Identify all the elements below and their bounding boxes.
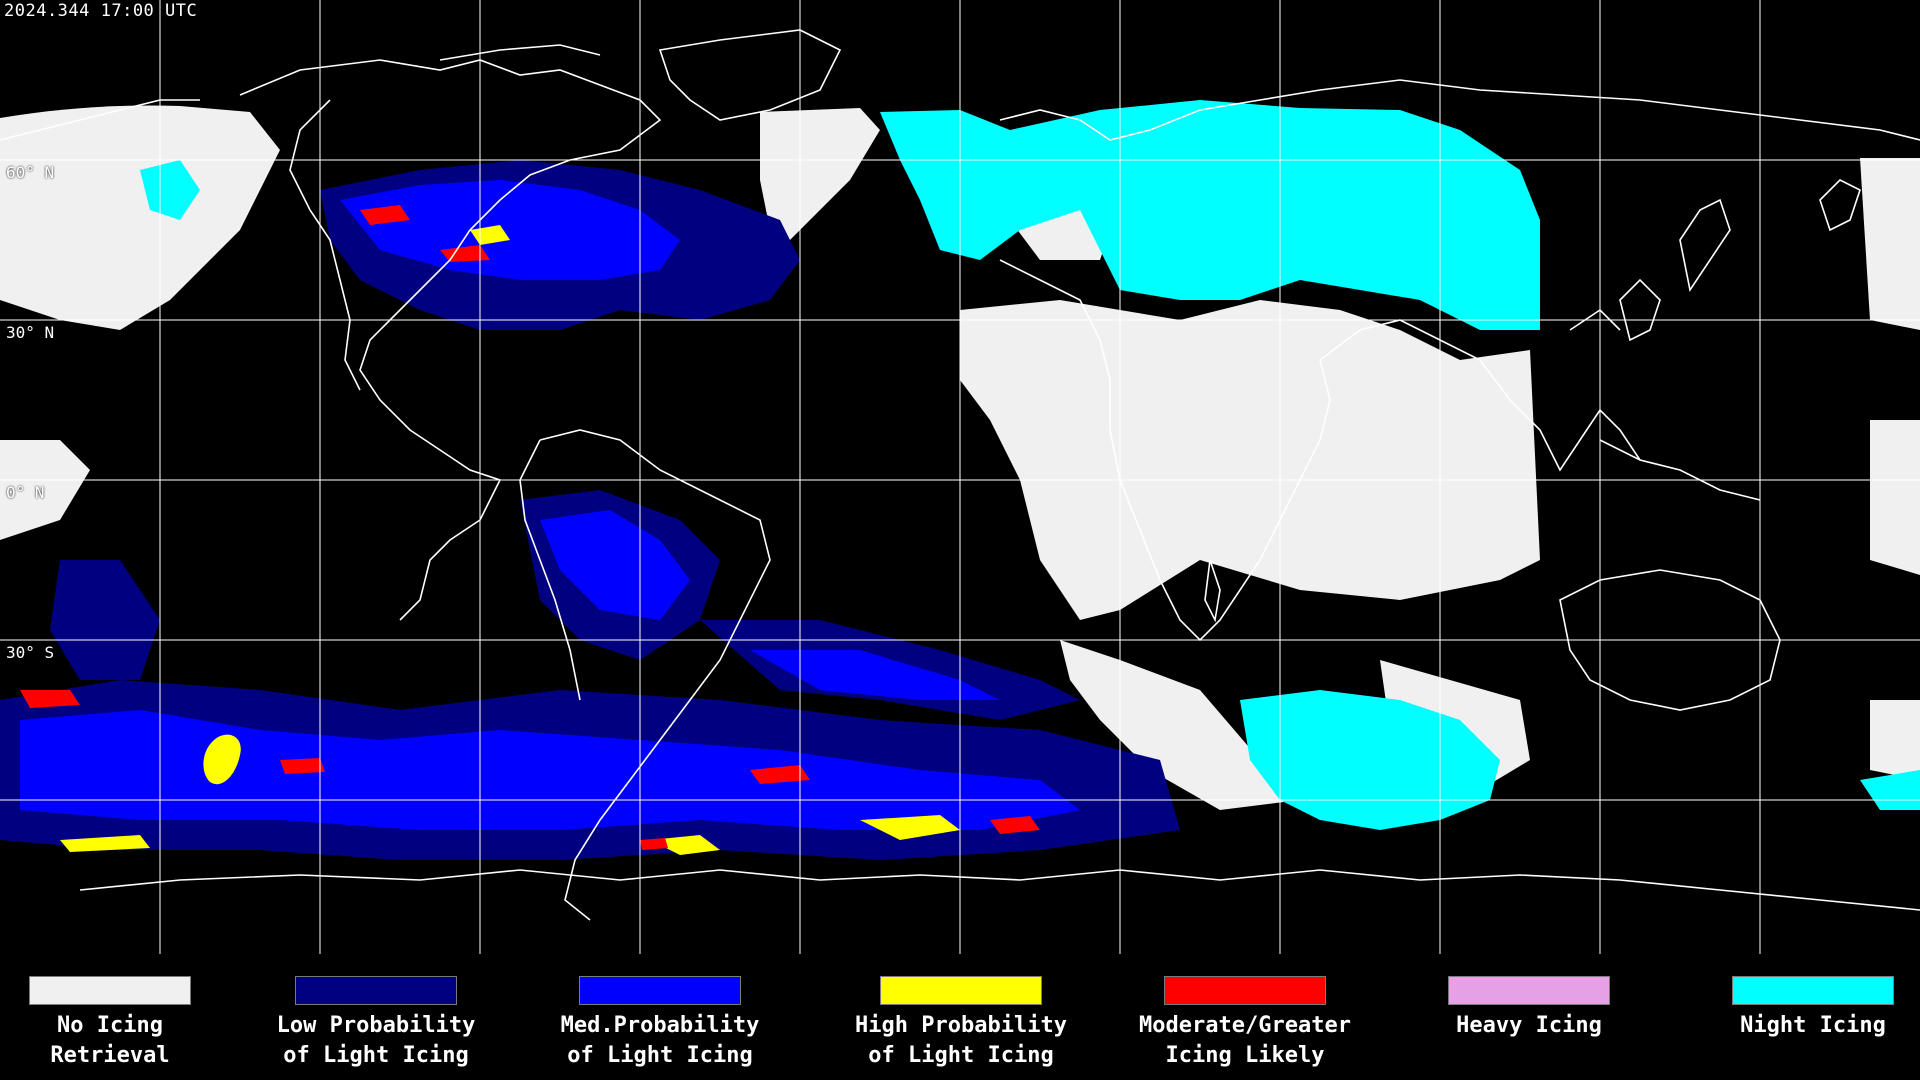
legend-label: Low Probability of Light Icing bbox=[276, 1013, 476, 1068]
legend-item-low-probability: Low Probability of Light Icing bbox=[246, 976, 506, 1071]
legend: No Icing Retrieval Low Probability of Li… bbox=[0, 962, 1920, 1080]
legend-label: Night Icing bbox=[1740, 1013, 1886, 1038]
timestamp-label: 2024.344 17:00 UTC bbox=[4, 1, 198, 21]
latitude-label-60n: 60° N bbox=[6, 163, 55, 182]
legend-label: Med.Probability of Light Icing bbox=[560, 1013, 760, 1068]
legend-label: High Probability of Light Icing bbox=[855, 1013, 1067, 1068]
legend-swatch bbox=[880, 976, 1042, 1005]
legend-item-high-probability: High Probability of Light Icing bbox=[831, 976, 1091, 1071]
legend-item-no-icing: No Icing Retrieval bbox=[0, 976, 240, 1071]
legend-swatch bbox=[295, 976, 457, 1005]
legend-swatch bbox=[1732, 976, 1894, 1005]
legend-item-med-probability: Med.Probability of Light Icing bbox=[530, 976, 790, 1071]
moderate-greater-regions bbox=[20, 205, 1040, 850]
legend-label: Moderate/Greater Icing Likely bbox=[1139, 1013, 1351, 1068]
latitude-label-30n: 30° N bbox=[6, 323, 55, 342]
high-probability-regions bbox=[60, 225, 960, 855]
latitude-label-0n: 0° N bbox=[6, 483, 45, 502]
legend-item-moderate-greater: Moderate/Greater Icing Likely bbox=[1115, 976, 1375, 1071]
night-icing-regions bbox=[140, 100, 1920, 830]
coastlines bbox=[0, 29, 1920, 921]
legend-item-night-icing: Night Icing bbox=[1683, 976, 1920, 1041]
legend-swatch bbox=[579, 976, 741, 1005]
legend-label: Heavy Icing bbox=[1456, 1013, 1602, 1038]
legend-swatch bbox=[1448, 976, 1610, 1005]
legend-label: No Icing Retrieval bbox=[50, 1013, 170, 1068]
graticule-grid bbox=[0, 0, 1920, 954]
legend-swatch bbox=[29, 976, 191, 1005]
legend-swatch bbox=[1164, 976, 1326, 1005]
legend-item-heavy-icing: Heavy Icing bbox=[1399, 976, 1659, 1041]
icing-map bbox=[0, 0, 1920, 954]
latitude-label-30s: 30° S bbox=[6, 643, 55, 662]
